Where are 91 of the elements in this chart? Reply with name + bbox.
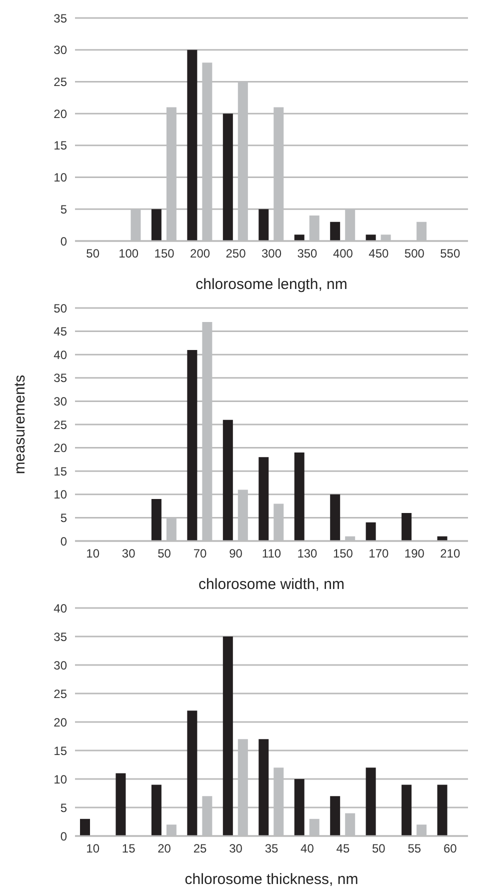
y-tick-label: 25 [54, 74, 68, 89]
y-tick-label: 40 [54, 348, 68, 362]
x-tick-label: 110 [262, 546, 282, 561]
bar [330, 796, 340, 836]
bar [294, 779, 304, 836]
bar [187, 350, 198, 541]
x-tick-label: 60 [443, 842, 458, 856]
y-tick-label: 5 [60, 800, 68, 815]
x-tick-label: 35 [264, 842, 278, 856]
bar [187, 710, 198, 836]
y-tick-label: 35 [54, 371, 68, 386]
bar [222, 636, 233, 836]
x-tick-label: 450 [368, 246, 390, 261]
x-tick-label: 150 [332, 546, 354, 561]
bar [116, 773, 126, 836]
x-tick-label: 250 [226, 246, 246, 261]
x-tick-label: 350 [297, 246, 318, 261]
bar [294, 234, 304, 241]
x-tick-label: 10 [86, 842, 100, 856]
x-axis-title: chlorosome width, nm [198, 576, 344, 593]
x-tick-label: 50 [158, 546, 172, 561]
y-tick-label: 5 [60, 202, 68, 216]
y-tick-label: 30 [54, 658, 68, 672]
bar [151, 784, 162, 836]
y-tick-label: 45 [54, 324, 68, 339]
x-tick-label: 50 [372, 842, 386, 856]
bar [258, 457, 269, 541]
y-tick-label: 5 [60, 510, 68, 525]
bar [151, 209, 162, 241]
x-axis-title: chlorosome length, nm [196, 276, 348, 293]
y-tick-label: 15 [54, 464, 68, 478]
x-tick-label: 40 [300, 842, 314, 856]
x-tick-label: 190 [404, 546, 425, 561]
y-tick-label: 15 [54, 744, 68, 758]
bar [366, 768, 376, 836]
bar [258, 739, 269, 836]
y-tick-label: 10 [54, 772, 68, 786]
y-tick-label: 20 [54, 106, 68, 121]
bar [402, 784, 412, 836]
x-tick-label: 550 [440, 246, 460, 261]
y-tick-label: 20 [54, 715, 68, 730]
x-tick-label: 30 [122, 546, 136, 561]
bar [402, 513, 412, 541]
bar [294, 452, 304, 541]
x-tick-label: 90 [229, 546, 243, 561]
y-tick-label: 50 [54, 301, 68, 316]
y-tick-label: 30 [54, 394, 68, 408]
y-tick-label: 35 [54, 11, 68, 26]
x-axis-title: chlorosome thickness, nm [184, 871, 358, 888]
y-tick-label: 15 [54, 138, 68, 153]
bar [187, 50, 198, 241]
y-tick-label: 0 [60, 534, 68, 548]
x-tick-label: 10 [86, 546, 100, 561]
bar [258, 209, 269, 241]
y-tick-label: 0 [60, 234, 68, 248]
y-tick-label: 25 [54, 686, 68, 701]
x-tick-label: 25 [193, 842, 208, 856]
y-tick-label: 10 [54, 170, 68, 185]
bar [330, 222, 340, 241]
bar [366, 522, 376, 541]
x-tick-label: 400 [332, 246, 354, 261]
x-tick-label: 30 [229, 842, 243, 856]
x-tick-label: 130 [297, 546, 318, 561]
x-tick-label: 55 [408, 842, 422, 856]
y-tick-label: 20 [54, 441, 68, 456]
bar [222, 114, 233, 241]
x-tick-label: 300 [261, 246, 282, 261]
bar [151, 499, 162, 541]
x-tick-label: 170 [368, 546, 390, 561]
y-tick-label: 35 [54, 630, 68, 644]
x-tick-label: 500 [404, 246, 425, 261]
bar [80, 818, 90, 836]
y-tick-label: 40 [54, 601, 68, 616]
bar [437, 784, 448, 836]
bar [366, 234, 376, 241]
y-tick-label: 25 [54, 418, 68, 432]
x-tick-label: 150 [154, 246, 175, 261]
bar [222, 420, 233, 541]
x-tick-label: 45 [336, 842, 350, 856]
x-tick-label: 210 [440, 546, 460, 561]
x-tick-label: 20 [158, 842, 172, 856]
y-tick-label: 0 [60, 829, 68, 844]
x-tick-label: 200 [190, 246, 210, 261]
bar [330, 494, 340, 541]
y-tick-label: 30 [54, 43, 68, 58]
y-axis-title: measurements [11, 374, 28, 474]
x-tick-label: 100 [118, 246, 139, 261]
x-tick-label: 50 [86, 246, 100, 261]
x-tick-label: 15 [122, 842, 136, 856]
y-tick-label: 10 [54, 488, 68, 502]
x-tick-label: 70 [193, 546, 208, 561]
